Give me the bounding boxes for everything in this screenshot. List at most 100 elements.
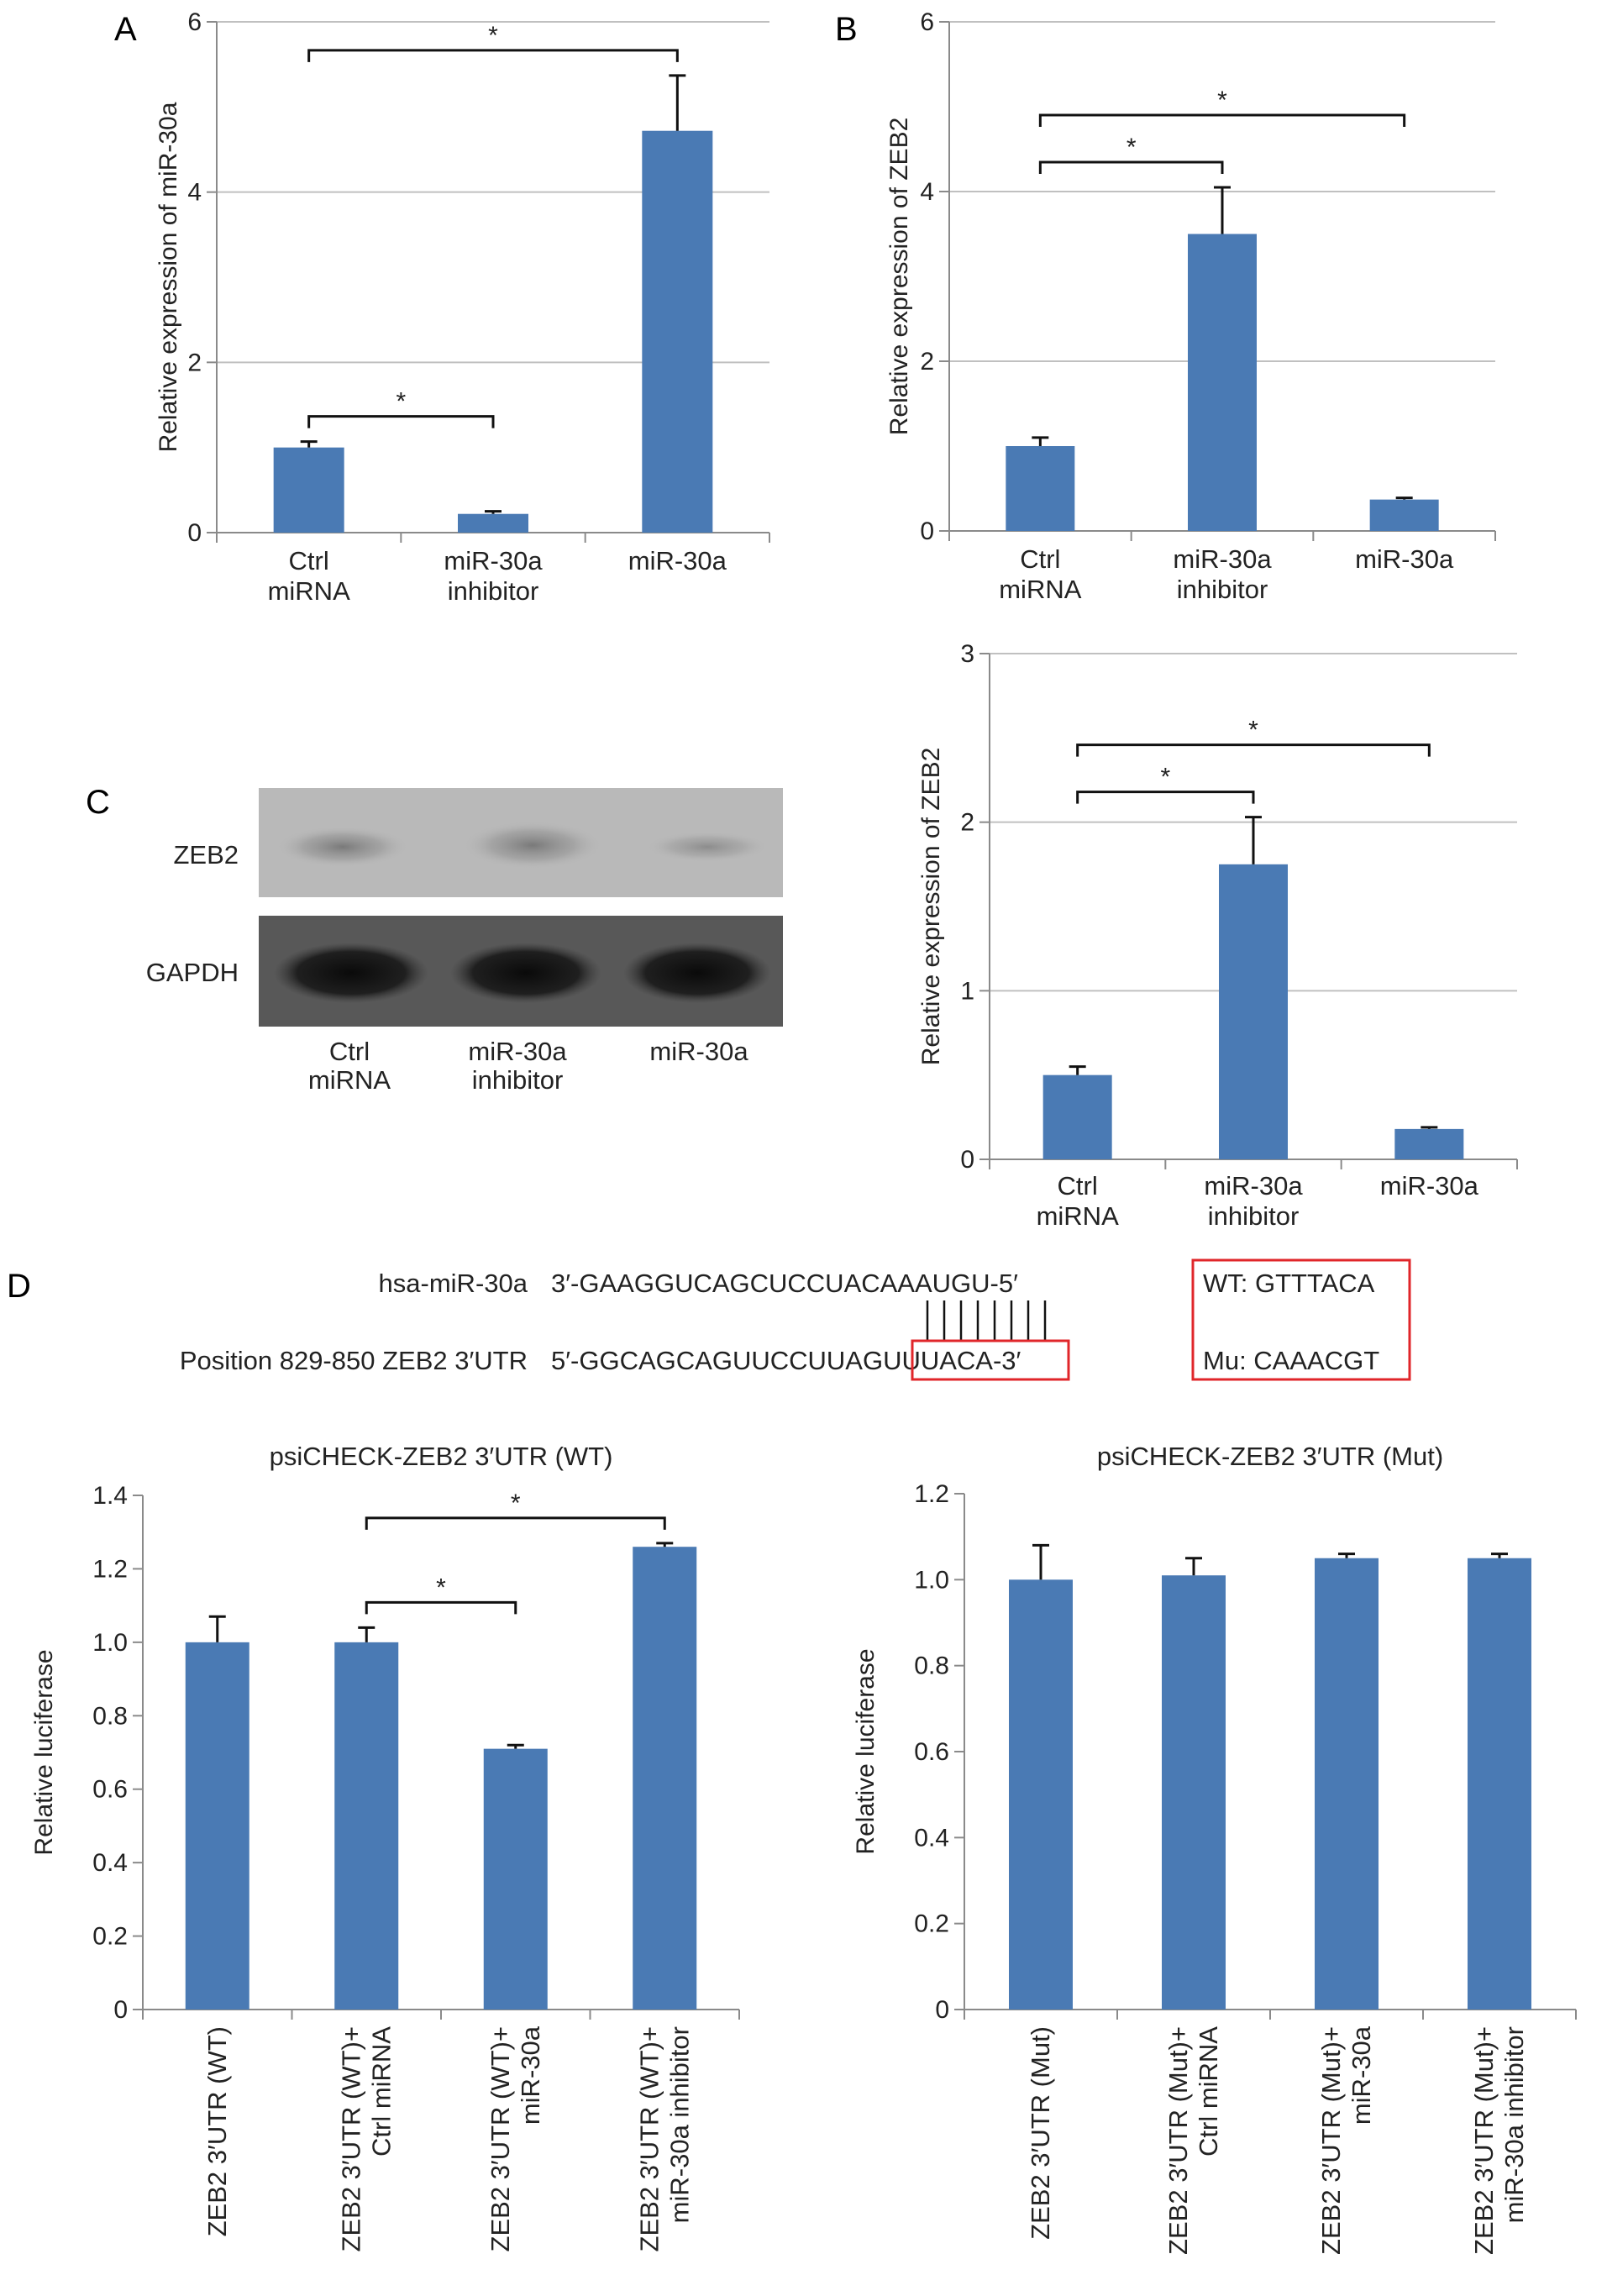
category-label: miR-30a inhibitor [664, 2026, 694, 2223]
significance-bracket [1038, 113, 1406, 127]
chart-a-relative-mir30a: 0246**CtrlmiRNAmiR-30ainhibitormiR-30aRe… [155, 8, 770, 606]
y-axis-label: Relative expression of ZEB2 [917, 748, 945, 1066]
category-label: Ctrl miRNA [1194, 2026, 1223, 2157]
significance-label: * [396, 388, 406, 416]
bar [483, 1748, 548, 2010]
category-label: miR-30a [516, 2025, 545, 2125]
chart-c-relative-zeb2-protein: 0123**CtrlmiRNAmiR-30ainhibitormiR-30aRe… [917, 640, 1518, 1231]
significance-bracket [365, 1516, 666, 1530]
bar [633, 1547, 697, 2010]
significance-bracket [365, 1600, 517, 1615]
category-label: ZEB2 3′UTR (WT)+ [486, 2026, 515, 2251]
seed-site-box [911, 1339, 1070, 1381]
chart-title: psiCHECK-ZEB2 3′UTR (Mut) [1097, 1442, 1443, 1471]
bar [458, 513, 528, 533]
significance-label: * [436, 1574, 446, 1601]
y-axis-label: Relative luciferase [30, 1649, 58, 1855]
y-tick-label: 1.0 [914, 1566, 949, 1594]
bar [273, 447, 344, 533]
category-label: ZEB2 3′UTR (Mut)+ [1316, 2026, 1346, 2255]
significance-label: * [1160, 764, 1170, 791]
category-label: ZEB2 3′UTR (WT)+ [336, 2026, 365, 2251]
significance-bracket [1076, 791, 1255, 804]
blot-band-gapdh-ctrl [274, 943, 428, 1003]
significance-bracket [307, 49, 679, 62]
bar [185, 1642, 249, 2010]
y-tick-label: 2 [960, 809, 974, 837]
y-tick-label: 0.6 [92, 1776, 128, 1804]
significance-label: * [1126, 134, 1137, 161]
y-tick-label: 0.8 [914, 1652, 949, 1680]
blot-lane-label: inhibitor [472, 1065, 564, 1095]
bar [1006, 446, 1075, 531]
panel-letter-c: C [86, 784, 110, 821]
y-axis-label: Relative luciferase [852, 1648, 880, 1854]
base-pair-lines [926, 1300, 1047, 1341]
blot-lane-label: miR-30a [649, 1037, 748, 1066]
y-tick-label: 0 [935, 1996, 949, 2024]
y-tick-label: 1.2 [92, 1555, 128, 1583]
panel-letter-d: D [7, 1268, 31, 1305]
blot-lane-label: miRNA [308, 1065, 391, 1095]
bar [1468, 1558, 1531, 2010]
bar [1009, 1579, 1073, 2010]
y-tick-label: 6 [920, 8, 934, 36]
y-tick-label: 0.8 [92, 1702, 128, 1730]
category-label: Ctrl [1058, 1171, 1098, 1201]
y-tick-label: 1.4 [92, 1482, 128, 1510]
bar [642, 130, 713, 533]
wt-mu-box [1191, 1258, 1411, 1381]
y-tick-label: 1.2 [914, 1480, 949, 1508]
significance-label: * [1217, 87, 1227, 114]
category-label: ZEB2 3′UTR (Mut)+ [1469, 2026, 1499, 2255]
western-blot: ZEB2 GAPDH Ctrl miRNA miR-30a inhibitor … [146, 788, 783, 1095]
category-label: miR-30a [628, 546, 727, 575]
category-label: Ctrl [289, 546, 329, 575]
bar [1188, 234, 1257, 531]
category-label: miR-30a [1355, 544, 1454, 574]
mir-label: hsa-miR-30a [379, 1269, 528, 1298]
mu-sequence: Mu: CAAACGT [1203, 1346, 1379, 1375]
category-label: ZEB2 3′UTR (Mut) [1026, 2026, 1055, 2240]
significance-label: * [511, 1490, 521, 1517]
category-label: miR-30a inhibitor [1499, 2026, 1529, 2223]
significance-bracket [1076, 743, 1431, 757]
utr-label: Position 829-850 ZEB2 3′UTR [180, 1346, 528, 1375]
category-label: ZEB2 3′UTR (WT)+ [634, 2026, 664, 2251]
bar [1315, 1558, 1379, 2010]
y-tick-label: 3 [960, 640, 974, 668]
category-label: ZEB2 3′UTR (Mut)+ [1163, 2026, 1193, 2255]
bar [334, 1642, 399, 2010]
y-tick-label: 6 [187, 8, 202, 36]
blot-row-label-zeb2: ZEB2 [173, 840, 239, 870]
panel-letter-a: A [114, 11, 137, 48]
y-tick-label: 1 [960, 977, 974, 1005]
bar [1042, 1074, 1112, 1159]
panel-letter-b: B [835, 11, 858, 48]
category-label: ZEB2 3′UTR (WT) [202, 2026, 232, 2236]
y-tick-label: 2 [187, 349, 202, 376]
category-label: inhibitor [448, 576, 539, 606]
y-tick-label: 4 [920, 178, 934, 206]
blot-band-gapdh-inhibitor [450, 943, 601, 1003]
mir-sequence: 3′-GAAGGUCAGCUCCUACAAAUGU-5′ [551, 1269, 1018, 1298]
y-tick-label: 2 [920, 348, 934, 376]
category-label: miR-30a [1204, 1171, 1303, 1201]
y-tick-label: 0.6 [914, 1738, 949, 1766]
utr-sequence: 5′-GGCAGCAGUUCCUUAGUUUACA-3′ [551, 1346, 1021, 1375]
bar [1369, 499, 1439, 531]
y-tick-label: 0.2 [914, 1910, 949, 1938]
y-tick-label: 0.2 [92, 1923, 128, 1951]
y-axis-label: Relative expression of miR-30a [155, 102, 182, 452]
category-label: miR-30a [1380, 1171, 1479, 1201]
chart-b-relative-zeb2: 0246**CtrlmiRNAmiR-30ainhibitormiR-30aRe… [885, 8, 1496, 604]
chart-title: psiCHECK-ZEB2 3′UTR (WT) [270, 1442, 613, 1471]
blot-band-zeb2-ctrl [277, 827, 408, 867]
category-label: miRNA [1037, 1201, 1119, 1231]
sequence-alignment: hsa-miR-30a 3′-GAAGGUCAGCUCCUACAAAUGU-5′… [180, 1258, 1411, 1381]
chart-d-luciferase-mut: 0 0.2 0.4 0.6 0.8 1.0 1.2 ZEB2 3′UTR (Mut) ZEB2 … [852, 1442, 1577, 2255]
category-label: inhibitor [1208, 1201, 1300, 1231]
category-label: miR-30a [444, 546, 543, 575]
y-tick-label: 0.4 [92, 1849, 128, 1877]
